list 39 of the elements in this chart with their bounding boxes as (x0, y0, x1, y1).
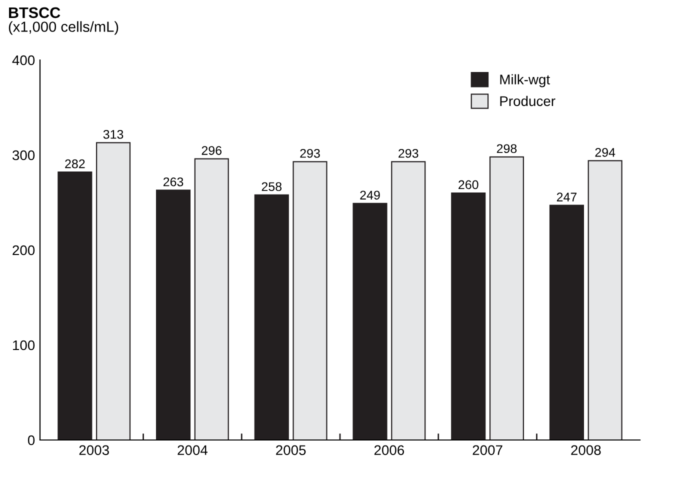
x-tick-label: 2008 (571, 445, 601, 456)
x-tick-label: 2003 (79, 445, 109, 456)
y-tick-label: 200 (12, 245, 35, 256)
x-tick-label: 2007 (472, 445, 502, 456)
bar (549, 204, 584, 440)
bar (352, 202, 388, 440)
data-label: 293 (300, 148, 320, 158)
bar (451, 192, 486, 440)
bar (58, 172, 92, 440)
x-tick-label: 2004 (178, 445, 208, 456)
legend-label: Producer (500, 96, 556, 106)
data-label: 293 (398, 148, 418, 158)
x-tick-label: 2005 (276, 445, 306, 456)
bar (96, 142, 131, 440)
bar (254, 194, 289, 440)
data-label: 249 (360, 190, 380, 200)
bar (588, 160, 622, 440)
y-tick-label: 400 (12, 55, 35, 66)
data-label: 282 (65, 159, 85, 168)
data-label: 294 (595, 148, 616, 157)
data-label: 247 (556, 192, 577, 202)
bar (194, 158, 229, 440)
data-label: 313 (103, 130, 124, 139)
bar (156, 190, 191, 440)
x-tick-label: 2006 (374, 445, 404, 456)
y-tick-label: 0 (28, 435, 35, 446)
data-label: 296 (202, 146, 222, 155)
bar (489, 156, 524, 440)
chart-title: BTSCC (9, 7, 60, 18)
data-label: 260 (458, 180, 478, 190)
legend-label: Milk-wgt (500, 74, 550, 88)
y-axis-title: (x1,000 cells/mL) (8, 21, 118, 35)
y-tick-label: 300 (12, 150, 35, 160)
data-label: 298 (496, 144, 517, 154)
data-label: 258 (262, 182, 282, 192)
bar (391, 161, 426, 440)
data-label: 263 (163, 177, 184, 186)
y-tick-label: 100 (13, 340, 35, 350)
bar (292, 161, 328, 440)
